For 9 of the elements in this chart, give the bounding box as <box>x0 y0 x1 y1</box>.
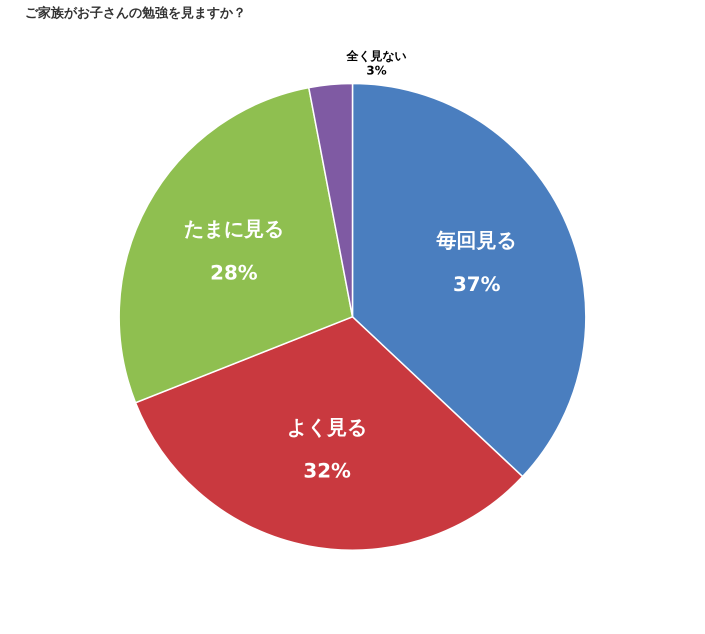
slice-label: よく見る <box>287 416 368 439</box>
data-label: 32% <box>303 460 352 483</box>
slice-label: 毎回見る <box>436 229 517 252</box>
chart-title: ご家族がお子さんの勉強を見ますか？ <box>24 5 246 22</box>
data-label: 37% <box>452 272 501 296</box>
data-label: 28% <box>210 261 258 284</box>
slice-label: 全く見ない <box>346 48 407 63</box>
slice-label: たまに見る <box>184 218 284 241</box>
data-label: 3% <box>366 64 387 78</box>
